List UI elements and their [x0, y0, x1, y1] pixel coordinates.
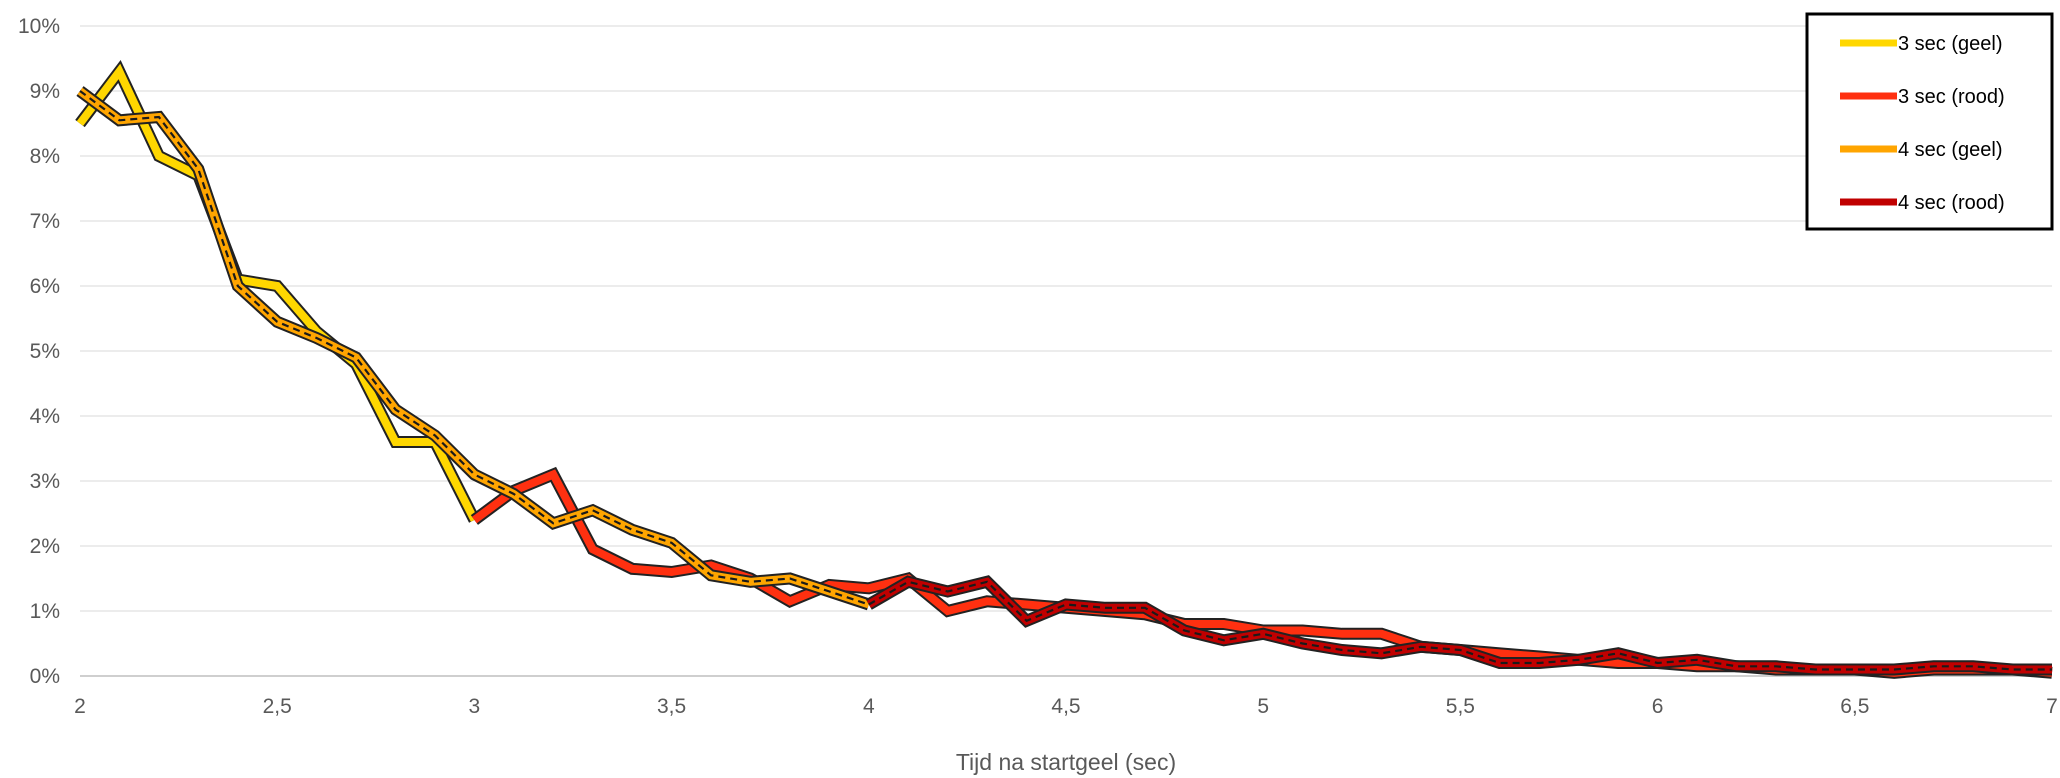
legend: 3 sec (geel) 3 sec (rood) 4 sec (geel) 4 se… [1807, 14, 2052, 229]
legend-label: 3 sec (rood) [1898, 86, 2005, 108]
series-stroke [80, 72, 474, 521]
series-line [80, 72, 474, 521]
x-tick-label: 2 [74, 695, 86, 718]
series-outline [869, 582, 2052, 670]
series-stroke [80, 91, 869, 605]
y-tick-label: 9% [30, 80, 60, 103]
legend-label: 3 sec (geel) [1898, 33, 2003, 55]
y-axis-tick-labels: 0% 1% 2% 3% 4% 5% 6% 7% 8% 9% 10% [18, 15, 60, 688]
x-tick-label: 5 [1257, 695, 1269, 718]
legend-label: 4 sec (geel) [1898, 139, 2003, 161]
x-tick-label: 2,5 [263, 695, 292, 718]
y-tick-label: 1% [30, 600, 60, 623]
x-tick-label: 6,5 [1840, 695, 1869, 718]
x-tick-label: 7 [2046, 695, 2058, 718]
x-tick-label: 4,5 [1051, 695, 1080, 718]
y-tick-label: 10% [18, 15, 60, 38]
x-tick-label: 4 [863, 695, 875, 718]
x-tick-label: 3 [469, 695, 481, 718]
gridlines [80, 26, 2052, 676]
y-tick-label: 3% [30, 470, 60, 493]
y-tick-label: 5% [30, 340, 60, 363]
series-line [80, 91, 869, 605]
x-axis-title: Tijd na startgeel (sec) [956, 749, 1176, 775]
y-tick-label: 8% [30, 145, 60, 168]
series-dash [869, 582, 2052, 670]
legend-label: 4 sec (rood) [1898, 192, 2005, 214]
y-tick-label: 7% [30, 210, 60, 233]
series-outline [80, 72, 474, 521]
series-lines [80, 72, 2052, 673]
y-tick-label: 6% [30, 275, 60, 298]
y-tick-label: 2% [30, 535, 60, 558]
x-tick-label: 3,5 [657, 695, 686, 718]
y-tick-label: 4% [30, 405, 60, 428]
x-tick-label: 6 [1652, 695, 1664, 718]
x-tick-label: 5,5 [1446, 695, 1475, 718]
series-stroke [869, 582, 2052, 670]
x-axis-tick-labels: 2 2,5 3 3,5 4 4,5 5 5,5 6 6,5 7 [74, 695, 2058, 718]
series-line [869, 582, 2052, 670]
y-tick-label: 0% [30, 665, 60, 688]
